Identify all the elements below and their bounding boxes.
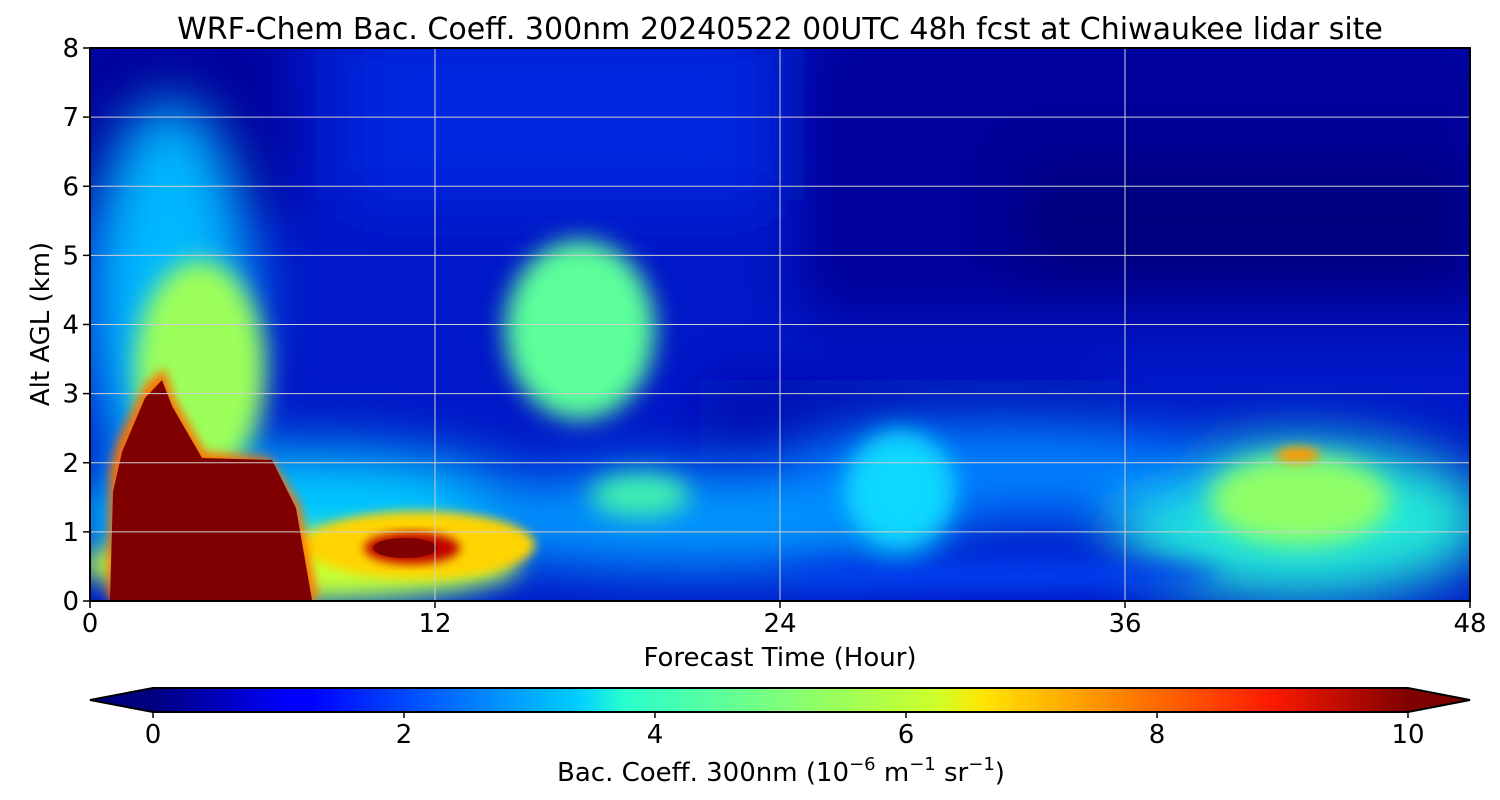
y-tick-label: 0 [62, 587, 79, 617]
y-tick-label: 1 [62, 518, 79, 548]
x-tick-label: 48 [1453, 609, 1486, 639]
y-axis: 0 1 2 3 4 5 6 7 8 [62, 34, 90, 617]
colorbar-tick-label: 6 [898, 720, 915, 750]
colorbar-label: Bac. Coeff. 300nm (10−6 m−1 sr−1) [557, 754, 1005, 788]
colorbar-tick-label: 10 [1391, 720, 1424, 750]
y-tick-label: 3 [62, 380, 79, 410]
colorbar-tick-label: 2 [396, 720, 413, 750]
colorbar-tick-label: 4 [647, 720, 664, 750]
colorbar-max-extension [1408, 688, 1470, 712]
x-axis-label: Forecast Time (Hour) [643, 643, 916, 673]
y-axis-label: Alt AGL (km) [26, 242, 56, 406]
colorbar-min-extension [90, 688, 153, 712]
colorbar-ticks: 0 2 4 6 8 10 [145, 712, 1425, 750]
colorbar: 0 2 4 6 8 10 Bac. Coeff. 300nm (10−6 m−1 sr−1… [89, 687, 1471, 788]
colorbar-gradient [153, 688, 1408, 712]
y-tick-label: 2 [62, 449, 79, 479]
colorbar-tick-label: 0 [145, 720, 162, 750]
x-tick-label: 0 [82, 609, 99, 639]
y-tick-label: 6 [62, 172, 79, 202]
x-tick-label: 36 [1108, 609, 1141, 639]
x-tick-label: 24 [763, 609, 796, 639]
y-tick-label: 5 [62, 241, 79, 271]
x-tick-label: 12 [418, 609, 451, 639]
y-tick-label: 8 [62, 34, 79, 64]
x-axis: 0 12 24 36 48 [82, 601, 1487, 639]
colorbar-tick-label: 8 [1149, 720, 1166, 750]
y-tick-label: 7 [62, 103, 79, 133]
y-tick-label: 4 [62, 311, 79, 341]
chart-title: WRF-Chem Bac. Coeff. 300nm 20240522 00UT… [177, 12, 1383, 47]
